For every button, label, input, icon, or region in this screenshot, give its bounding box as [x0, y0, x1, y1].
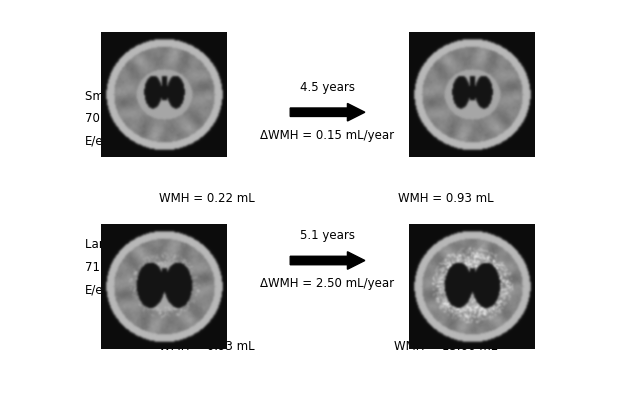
Text: WMH = 13.66 mL: WMH = 13.66 mL [394, 340, 498, 353]
FancyArrow shape [290, 252, 365, 269]
Text: Small change in WMH: Small change in WMH [85, 90, 214, 103]
Text: WMH = 0.93 mL: WMH = 0.93 mL [159, 340, 255, 353]
FancyArrow shape [290, 103, 365, 121]
Text: ΔWMH = 0.15 mL/year: ΔWMH = 0.15 mL/year [261, 129, 395, 142]
Text: 71 years-old male: 71 years-old male [85, 261, 193, 274]
Text: Large change in WMH: Large change in WMH [85, 238, 214, 251]
Text: 70 years-old male: 70 years-old male [85, 112, 192, 125]
Text: E/e’=7.8: E/e’=7.8 [85, 135, 136, 148]
Text: WMH = 0.22 mL: WMH = 0.22 mL [159, 192, 255, 205]
Text: 4.5 years: 4.5 years [300, 81, 355, 94]
Text: 5.1 years: 5.1 years [300, 230, 355, 242]
Text: WMH = 0.93 mL: WMH = 0.93 mL [398, 192, 494, 205]
Text: E/e’=15.5: E/e’=15.5 [85, 283, 143, 296]
Text: ΔWMH = 2.50 mL/year: ΔWMH = 2.50 mL/year [261, 277, 395, 290]
